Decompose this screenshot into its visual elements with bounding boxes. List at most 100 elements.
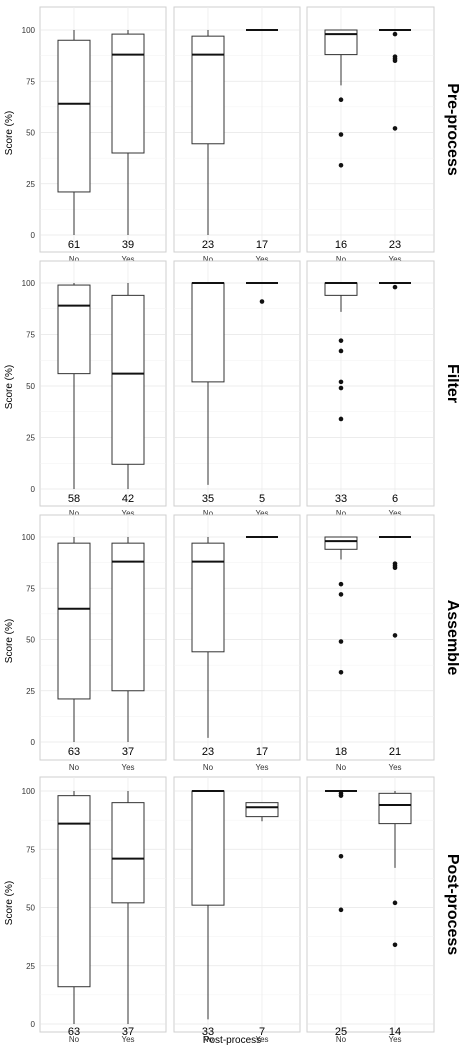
x-tick-label-pre-process-sensitivity-no: No xyxy=(69,255,80,264)
outlier-pre-process-precision-yes-0 xyxy=(392,31,398,37)
count-label-assemble-specificity-no: 23 xyxy=(202,746,214,758)
y-tick-label-assemble-0: 0 xyxy=(31,738,36,747)
count-label-assemble-sensitivity-yes: 37 xyxy=(122,746,134,758)
outlier-pre-process-precision-yes-4 xyxy=(392,126,398,131)
x-tick-label-pre-process-specificity-yes: Yes xyxy=(255,255,268,264)
x-tick-label-pre-process-specificity-no: No xyxy=(203,255,214,264)
x-axis-label: Post-process xyxy=(203,1035,261,1046)
plot-layer: SensitivitySpecificityPrecisionPre-proce… xyxy=(22,5,459,1044)
y-tick-label-post-process-75: 75 xyxy=(26,845,35,854)
box-pre-process-specificity-no xyxy=(191,35,225,145)
count-label-assemble-specificity-yes: 17 xyxy=(256,746,268,758)
y-tick-label-assemble-100: 100 xyxy=(22,533,36,542)
panel-pre-process-precision: 16 No 23 Yes xyxy=(306,6,435,264)
y-tick-label-post-process-0: 0 xyxy=(31,1020,36,1029)
x-tick-label-filter-sensitivity-no: No xyxy=(69,509,80,518)
y-axis-label-row-2: Score (%) xyxy=(4,365,15,409)
outlier-assemble-precision-no-3 xyxy=(338,670,344,675)
outlier-filter-precision-no-0 xyxy=(338,338,344,343)
outlier-post-process-precision-yes-0 xyxy=(392,900,398,906)
outlier-pre-process-precision-no-2 xyxy=(338,163,344,168)
outlier-filter-specificity-yes-0 xyxy=(259,299,265,304)
y-tick-label-pre-process-25: 25 xyxy=(26,180,35,189)
y-tick-label-assemble-25: 25 xyxy=(26,687,35,696)
x-tick-label-filter-precision-no: No xyxy=(336,509,347,518)
y-tick-label-filter-0: 0 xyxy=(31,485,36,494)
box-assemble-sensitivity-yes xyxy=(111,542,145,692)
count-label-pre-process-specificity-yes: 17 xyxy=(256,239,268,251)
y-tick-label-assemble-50: 50 xyxy=(26,636,35,645)
x-tick-label-assemble-sensitivity-no: No xyxy=(69,763,80,772)
y-tick-label-filter-100: 100 xyxy=(22,279,36,288)
y-tick-label-filter-25: 25 xyxy=(26,434,35,443)
outlier-filter-precision-no-3 xyxy=(338,385,344,391)
panel-assemble-sensitivity: 63 No 37 Yes xyxy=(39,514,167,772)
box-filter-sensitivity-no xyxy=(57,284,91,375)
count-label-pre-process-specificity-no: 23 xyxy=(202,239,214,251)
outlier-post-process-precision-yes-1 xyxy=(392,942,398,948)
panel-frame-assemble-precision xyxy=(306,514,435,761)
row-title-post-process: Post-process xyxy=(444,854,459,955)
y-tick-label-assemble-75: 75 xyxy=(26,584,35,593)
panel-filter-precision: 33 No 6 Yes xyxy=(306,260,435,518)
x-tick-label-post-process-precision-yes: Yes xyxy=(388,1035,401,1044)
y-tick-label-post-process-100: 100 xyxy=(22,787,36,796)
y-axis-label-row-4: Score (%) xyxy=(4,881,15,925)
outlier-assemble-precision-yes-3 xyxy=(392,633,398,638)
count-label-post-process-sensitivity-no: 63 xyxy=(68,1026,80,1038)
box-assemble-specificity-no xyxy=(191,542,225,653)
x-tick-label-assemble-precision-no: No xyxy=(336,763,347,772)
count-label-filter-precision-no: 33 xyxy=(335,493,347,505)
count-label-pre-process-precision-no: 16 xyxy=(335,239,347,251)
y-axis-label-row-1: Score (%) xyxy=(4,111,15,155)
outlier-assemble-precision-no-0 xyxy=(338,581,344,587)
box-assemble-precision-no xyxy=(324,536,358,550)
panel-assemble-precision: 18 No 21 Yes xyxy=(306,514,435,772)
count-label-post-process-sensitivity-yes: 37 xyxy=(122,1026,134,1038)
outlier-filter-precision-yes-0 xyxy=(392,284,398,290)
x-tick-label-assemble-sensitivity-yes: Yes xyxy=(121,763,134,772)
x-tick-label-post-process-specificity-yes: Yes xyxy=(255,1035,268,1044)
outlier-filter-precision-no-4 xyxy=(338,416,344,422)
count-label-post-process-specificity-yes: 7 xyxy=(259,1026,265,1038)
y-axis-label-row-3: Score (%) xyxy=(4,619,15,663)
outlier-pre-process-precision-no-1 xyxy=(338,132,344,137)
count-label-assemble-precision-no: 18 xyxy=(335,746,347,758)
row-title-pre-process: Pre-process xyxy=(444,83,459,176)
outlier-filter-precision-no-2 xyxy=(338,379,344,385)
box-pre-process-sensitivity-no xyxy=(57,39,91,193)
x-tick-label-filter-specificity-no: No xyxy=(203,509,214,518)
x-tick-label-pre-process-sensitivity-yes: Yes xyxy=(121,255,134,264)
y-tick-label-pre-process-100: 100 xyxy=(22,26,36,35)
x-tick-label-filter-specificity-yes: Yes xyxy=(255,509,268,518)
panel-assemble-specificity: 23 No 17 Yes xyxy=(173,514,301,772)
outlier-assemble-precision-yes-2 xyxy=(392,565,398,571)
row-title-assemble: Assemble xyxy=(444,600,459,676)
count-label-filter-specificity-no: 35 xyxy=(202,493,214,505)
y-tick-label-pre-process-0: 0 xyxy=(31,231,36,240)
panel-filter-sensitivity: 58 No 42 Yes xyxy=(39,260,167,518)
x-tick-label-filter-sensitivity-yes: Yes xyxy=(121,509,134,518)
count-label-filter-sensitivity-no: 58 xyxy=(68,493,80,505)
row-title-filter: Filter xyxy=(444,364,459,403)
count-label-filter-sensitivity-yes: 42 xyxy=(122,493,134,505)
outlier-filter-precision-no-1 xyxy=(338,348,344,354)
x-tick-label-assemble-precision-yes: Yes xyxy=(388,763,401,772)
box-post-process-sensitivity-no xyxy=(57,795,91,988)
x-tick-label-filter-precision-yes: Yes xyxy=(388,509,401,518)
panel-frame-filter-precision xyxy=(306,260,435,507)
box-post-process-specificity-yes xyxy=(245,802,279,818)
count-label-assemble-precision-yes: 21 xyxy=(389,746,401,758)
outlier-pre-process-precision-yes-3 xyxy=(392,58,398,64)
count-label-pre-process-sensitivity-no: 61 xyxy=(68,239,80,251)
outlier-post-process-precision-no-1 xyxy=(338,793,344,798)
box-post-process-precision-yes xyxy=(378,792,412,825)
x-tick-label-post-process-sensitivity-no: No xyxy=(69,1035,80,1044)
box-filter-specificity-no xyxy=(191,282,225,383)
outlier-post-process-precision-no-3 xyxy=(338,907,344,913)
count-label-post-process-precision-yes: 14 xyxy=(389,1026,401,1038)
y-tick-label-pre-process-75: 75 xyxy=(26,77,35,86)
